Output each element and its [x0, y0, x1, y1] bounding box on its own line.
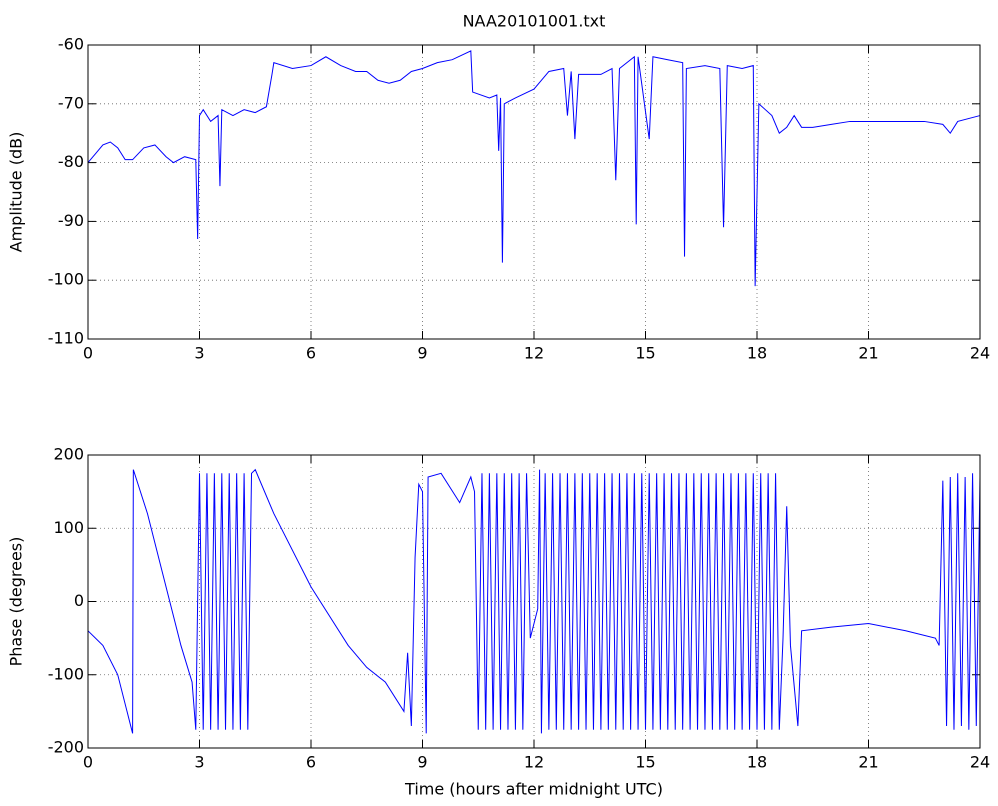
x-tick-label: 15: [635, 753, 655, 772]
y-tick-label: -70: [58, 93, 84, 112]
y-tick-label: -60: [58, 35, 84, 54]
x-tick-label: 21: [858, 344, 878, 363]
x-tick-label: 3: [194, 344, 204, 363]
x-tick-label: 9: [417, 753, 427, 772]
x-tick-label: 24: [970, 753, 990, 772]
y-tick-label: -110: [48, 329, 84, 348]
y-axis-label: Phase (degrees): [7, 537, 26, 667]
y-tick-label: 0: [74, 591, 84, 610]
chart-title: NAA20101001.txt: [463, 12, 606, 31]
x-tick-label: 9: [417, 344, 427, 363]
data-line: [87, 468, 981, 734]
x-tick-label: 15: [635, 344, 655, 363]
x-tick-label: 0: [83, 753, 93, 772]
x-tick-label: 6: [306, 753, 316, 772]
y-tick-label: 100: [53, 518, 84, 537]
y-tick-label: -100: [48, 270, 84, 289]
x-tick-label: 12: [524, 344, 544, 363]
y-tick-label: -200: [48, 738, 84, 757]
y-axis-label: Amplitude (dB): [7, 132, 26, 253]
x-tick-label: 24: [970, 344, 990, 363]
data-line: [87, 50, 981, 287]
y-tick-label: -100: [48, 664, 84, 683]
x-tick-label: 18: [747, 344, 767, 363]
axes-frame: [87, 454, 981, 749]
x-tick-label: 6: [306, 344, 316, 363]
y-tick-label: -80: [58, 152, 84, 171]
x-axis-label: Time (hours after midnight UTC): [404, 780, 663, 799]
y-tick-label: -90: [58, 211, 84, 230]
y-tick-label: 200: [53, 445, 84, 464]
x-tick-label: 21: [858, 753, 878, 772]
axes-frame: [87, 44, 981, 340]
x-tick-label: 0: [83, 344, 93, 363]
x-tick-label: 12: [524, 753, 544, 772]
x-tick-label: 18: [747, 753, 767, 772]
x-tick-label: 3: [194, 753, 204, 772]
